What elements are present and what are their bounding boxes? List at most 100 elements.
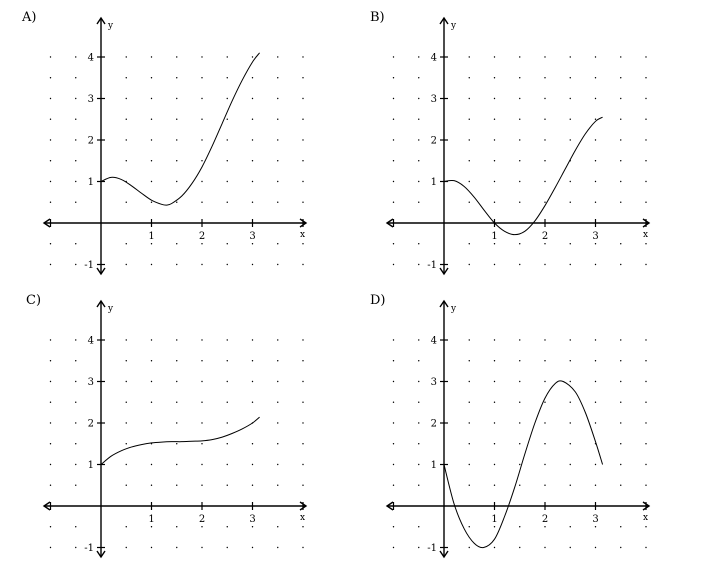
y-axis-label: y <box>107 304 114 314</box>
grid-dot <box>594 97 597 100</box>
grid-dot <box>49 139 52 141</box>
grid-dot <box>75 160 77 162</box>
grid-dot <box>418 546 420 549</box>
grid-dot <box>176 360 178 362</box>
x-axis-label: x <box>300 513 305 523</box>
grid-dot <box>594 77 597 79</box>
grid-dot <box>277 360 279 362</box>
panel-label: B) <box>370 10 385 25</box>
grid-dot <box>49 484 52 486</box>
grid-dot <box>251 463 254 466</box>
y-tick-label: 2 <box>88 419 94 430</box>
grid-dot <box>277 201 279 203</box>
grid-dot <box>418 339 420 341</box>
grid-dot <box>201 97 203 100</box>
grid-dot <box>226 546 228 549</box>
grid-dot <box>392 463 395 466</box>
grid-dot <box>226 56 228 58</box>
panel-label: C) <box>26 293 41 308</box>
grid-dot <box>49 160 52 162</box>
grid-dot <box>302 401 304 403</box>
grid-dot <box>201 380 203 383</box>
grid-dot <box>75 526 77 528</box>
grid-dot <box>418 97 420 100</box>
grid-dot <box>392 56 395 58</box>
grid-dot <box>125 401 127 403</box>
grid-dot <box>49 401 52 403</box>
grid-dot <box>226 360 228 362</box>
grid-dot <box>251 339 254 341</box>
x-tick-label: 1 <box>148 514 154 525</box>
grid-dot <box>75 139 77 141</box>
grid-dot <box>493 339 496 341</box>
grid-dot <box>594 201 597 203</box>
grid-dot <box>519 56 521 58</box>
grid-dot <box>251 484 254 486</box>
grid-dot <box>251 401 254 403</box>
grid-dot <box>645 484 647 486</box>
y-tick-label: 2 <box>431 136 437 147</box>
x-axis-right-arrow <box>642 501 651 511</box>
grid-dot <box>277 56 279 58</box>
x-axis-left-arrow <box>42 501 51 511</box>
grid-dot <box>493 97 496 100</box>
y-axis-label: y <box>450 304 457 314</box>
grid-dot <box>75 56 77 58</box>
grid-dot <box>277 380 279 383</box>
grid-dot <box>493 526 496 528</box>
y-axis-bottom-arrow <box>439 550 449 559</box>
grid-dot <box>49 380 52 383</box>
y-tick-label: 4 <box>431 336 437 347</box>
grid-dot <box>176 422 178 424</box>
grid-dot <box>201 77 203 79</box>
grid-dot <box>544 263 546 266</box>
x-tick-label: 2 <box>199 514 205 525</box>
grid-dot <box>645 243 647 245</box>
y-axis-bottom-arrow <box>96 267 106 276</box>
grid-dot <box>594 463 597 466</box>
grid-dot <box>392 77 395 79</box>
grid-dot <box>302 360 304 362</box>
grid-dot <box>569 118 571 120</box>
grid-dot <box>277 243 279 245</box>
grid-dot <box>49 180 52 183</box>
grid-dot <box>493 484 496 486</box>
grid-dot <box>150 243 153 245</box>
grid-dot <box>569 201 571 203</box>
grid-dot <box>150 526 153 528</box>
grid-dot <box>418 180 420 183</box>
x-tick-label: 2 <box>542 231 548 242</box>
x-tick-label: 2 <box>199 231 205 242</box>
grid-dot <box>519 180 521 183</box>
grid-dot <box>418 526 420 528</box>
grid-dot <box>544 360 546 362</box>
grid-dot <box>645 546 647 549</box>
grid-dot <box>150 97 153 100</box>
grid-dot <box>251 180 254 183</box>
x-axis-right-arrow <box>642 218 651 228</box>
grid-dot <box>75 77 77 79</box>
grid-dot <box>544 201 546 203</box>
grid-dot <box>302 56 304 58</box>
grid-dot <box>125 118 127 120</box>
grid-dot <box>544 526 546 528</box>
y-tick-label: -1 <box>84 543 94 554</box>
grid-dot <box>251 546 254 549</box>
grid-dot <box>75 360 77 362</box>
x-tick-label: 3 <box>249 514 255 525</box>
grid-dot <box>226 463 228 466</box>
grid-dot <box>49 463 52 466</box>
grid-dot <box>544 401 546 403</box>
grid-dot <box>226 443 228 445</box>
y-tick-label: 3 <box>88 94 94 105</box>
grid-dot <box>150 139 153 141</box>
grid-dot <box>302 160 304 162</box>
grid-dot <box>176 263 178 266</box>
grid-dot <box>75 443 77 445</box>
grid-dot <box>569 546 571 549</box>
grid-dot <box>493 56 496 58</box>
grid-dot <box>201 263 203 266</box>
grid-dot <box>519 443 521 445</box>
grid-dot <box>201 443 203 445</box>
grid-dot <box>392 380 395 383</box>
